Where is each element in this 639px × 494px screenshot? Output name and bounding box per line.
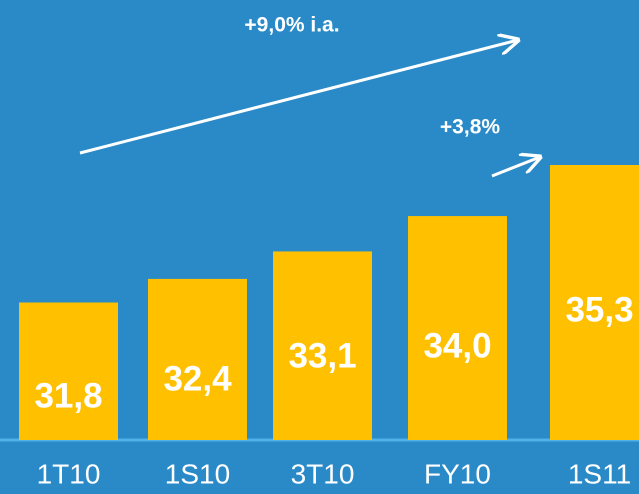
value-label: 31,8 [34, 376, 102, 415]
value-label: 32,4 [163, 359, 232, 398]
bar [550, 165, 639, 440]
value-label: 35,3 [565, 290, 633, 329]
x-tick-label: FY10 [424, 458, 491, 489]
x-tick-label: 3T10 [291, 458, 355, 489]
arrow [491, 157, 540, 178]
x-tick-label: 1S10 [165, 458, 230, 489]
bar [273, 251, 372, 440]
annotation: +3,8% [440, 116, 500, 139]
x-tick-label: 1S11 [568, 458, 631, 489]
annotation: +9,0% i.a. [244, 14, 339, 37]
bar [148, 278, 247, 440]
value-label: 33,1 [288, 336, 356, 375]
value-label: 34,0 [423, 326, 491, 365]
arrow [79, 40, 518, 155]
bar [408, 216, 507, 440]
bar [19, 302, 118, 440]
x-tick-label: 1T10 [37, 458, 101, 489]
